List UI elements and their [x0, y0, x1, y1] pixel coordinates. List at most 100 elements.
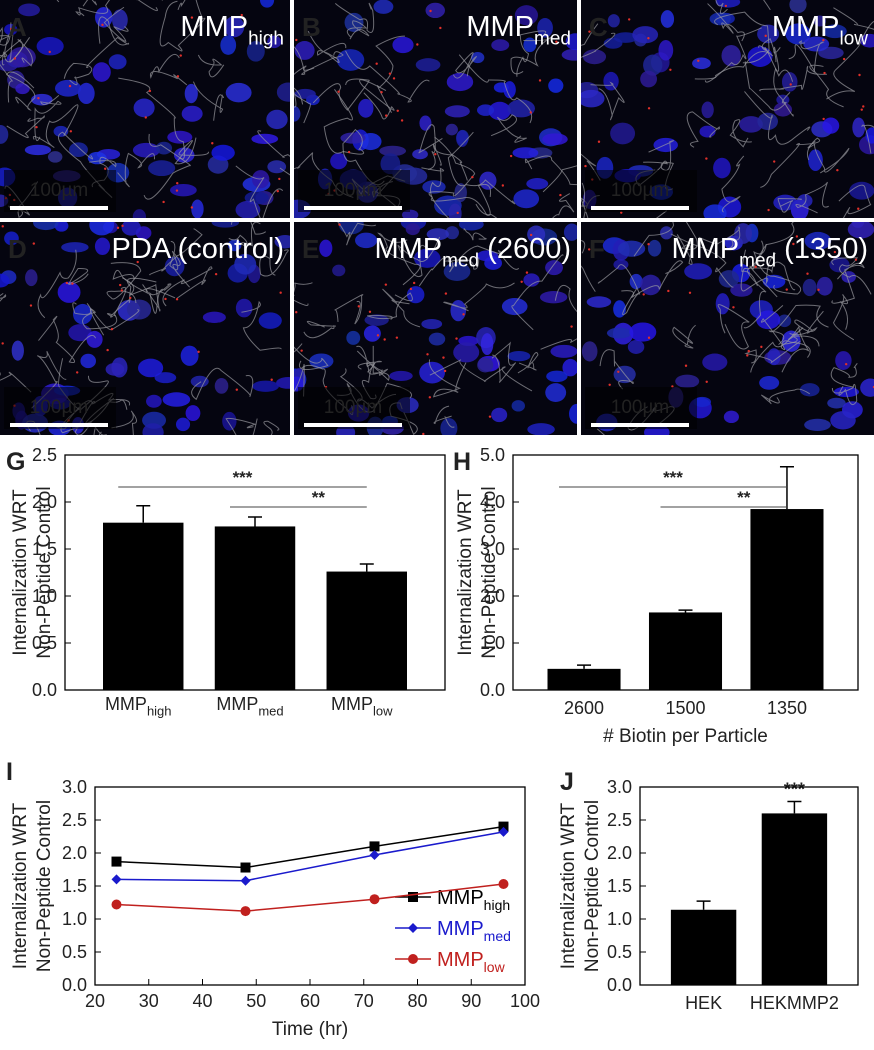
particle [148, 89, 152, 93]
nucleus [266, 109, 288, 130]
cell-outline [117, 152, 155, 188]
cell-outline [5, 71, 36, 111]
cell-outline [552, 193, 575, 218]
nucleus [582, 49, 607, 65]
cell-outline [581, 240, 586, 254]
particle [667, 289, 670, 293]
particle [376, 334, 380, 337]
nucleus [162, 392, 191, 407]
particle [384, 114, 388, 117]
y-axis-label: Non-Peptide Control [582, 800, 603, 972]
particle [175, 189, 179, 192]
nucleus [542, 133, 568, 146]
y-axis-label: Non-Peptide Control [34, 800, 55, 972]
cell-outline [32, 104, 79, 148]
particle [395, 336, 399, 339]
nucleus [849, 181, 874, 200]
particle [434, 153, 437, 156]
nucleus [773, 194, 798, 211]
cell-outline [599, 349, 634, 390]
x-tick-label: 30 [139, 991, 159, 1011]
nucleus [699, 125, 716, 138]
cell-outline [63, 62, 93, 86]
particle [400, 119, 404, 122]
particle [792, 242, 795, 246]
particle [647, 336, 651, 339]
nucleus [191, 199, 204, 218]
particle [162, 200, 165, 204]
cell-outline [750, 325, 810, 373]
bar [670, 909, 737, 985]
x-tick-label: 2600 [564, 698, 604, 718]
particle [795, 235, 799, 238]
cell-outline [4, 33, 33, 67]
nucleus [513, 189, 540, 209]
nucleus [25, 269, 38, 287]
nucleus [527, 423, 555, 435]
cell-outline [323, 89, 364, 155]
marker [111, 856, 122, 867]
nucleus [629, 322, 657, 342]
particle [1, 225, 4, 228]
panel-letter: F [589, 234, 605, 264]
cell-outline [294, 46, 344, 75]
nucleus [445, 123, 458, 136]
y-tick-label: 1.5 [62, 876, 87, 896]
nucleus [607, 14, 620, 28]
cell-outline [0, 22, 12, 46]
particle [844, 362, 848, 366]
y-axis-label: Internalization WRT [558, 802, 579, 969]
nucleus [190, 375, 209, 388]
nucleus [380, 153, 401, 175]
nucleus [344, 12, 364, 32]
nucleus [835, 351, 852, 371]
cell-outline [345, 50, 430, 103]
error-bar [696, 900, 711, 910]
nucleus [545, 260, 563, 276]
cell-outline [429, 359, 533, 392]
cell-outline [143, 133, 191, 200]
bar [761, 813, 828, 985]
cell-outline [830, 363, 858, 388]
cell-outline [82, 286, 127, 336]
nucleus [718, 270, 740, 288]
nucleus [225, 82, 252, 103]
particle [270, 378, 273, 381]
nucleus [379, 145, 407, 157]
cell-outline [581, 153, 601, 181]
particle [754, 265, 757, 269]
micrograph: 100µm B MMPmed [294, 0, 577, 218]
particle [806, 272, 809, 275]
cell-outline [491, 341, 517, 383]
marker [498, 826, 509, 837]
panel-letter: H [453, 448, 471, 476]
y-tick-label: 2.5 [32, 445, 57, 465]
nucleus [121, 222, 141, 236]
nucleus [537, 18, 553, 38]
nucleus [246, 40, 265, 62]
particle [705, 380, 708, 383]
bar [103, 522, 184, 690]
nucleus [146, 394, 162, 408]
nucleus [545, 383, 567, 402]
particle [444, 292, 448, 295]
subscript: med [534, 29, 571, 50]
particle [300, 349, 303, 352]
nucleus [363, 325, 381, 342]
nucleus [450, 299, 467, 322]
cell-outline [38, 315, 97, 364]
micrograph-content: 100µm F MMPmed (1350) [581, 222, 874, 435]
cell-outline [832, 294, 855, 341]
y-axis-label: Non-Peptide Control [34, 486, 55, 658]
particle [785, 288, 788, 291]
nucleus [480, 333, 494, 356]
particle [396, 109, 399, 112]
particle [179, 54, 182, 57]
cell-outline [698, 226, 741, 251]
scale-bar-backdrop [585, 387, 697, 429]
particle [746, 354, 749, 357]
marker [408, 892, 418, 902]
particle [789, 83, 792, 86]
y-tick-label: 3.0 [480, 539, 505, 559]
